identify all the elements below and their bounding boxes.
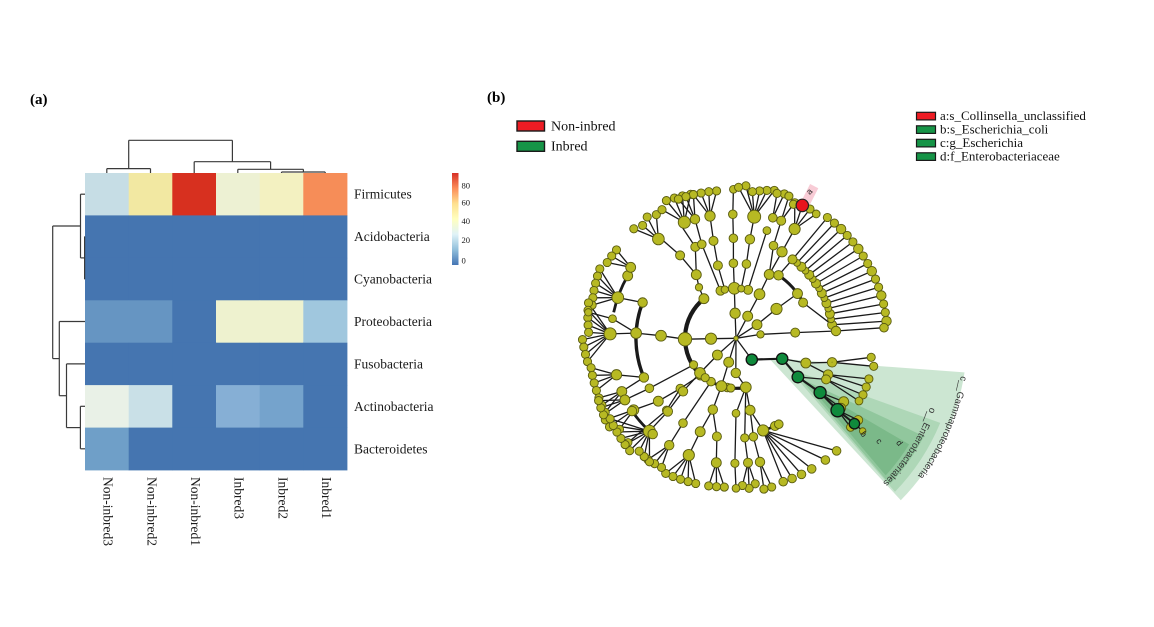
- svg-text:b: b: [858, 429, 869, 439]
- svg-text:Actinobacteria: Actinobacteria: [354, 399, 433, 414]
- svg-text:0: 0: [462, 256, 466, 266]
- svg-text:d:f_Enterobacteriaceae: d:f_Enterobacteriaceae: [940, 149, 1060, 164]
- svg-text:Fusobacteria: Fusobacteria: [354, 356, 423, 371]
- svg-text:c:g_Escherichia: c:g_Escherichia: [940, 135, 1023, 150]
- svg-text:Inbred2: Inbred2: [275, 477, 290, 519]
- svg-text:Cyanobacteria: Cyanobacteria: [354, 272, 432, 287]
- svg-text:Non-inbred3: Non-inbred3: [101, 477, 116, 546]
- svg-text:Acidobacteria: Acidobacteria: [354, 229, 430, 244]
- svg-text:(b): (b): [487, 90, 505, 106]
- svg-text:Bacteroidetes: Bacteroidetes: [354, 441, 427, 456]
- svg-text:Inbred: Inbred: [551, 140, 588, 155]
- svg-text:d: d: [894, 438, 905, 448]
- svg-text:Inbred3: Inbred3: [232, 477, 247, 519]
- svg-text:Non-inbred1: Non-inbred1: [188, 477, 203, 546]
- svg-text:c: c: [874, 436, 885, 446]
- svg-text:20: 20: [462, 235, 471, 245]
- svg-text:Inbred1: Inbred1: [319, 477, 334, 519]
- svg-text:60: 60: [462, 198, 471, 208]
- svg-text:Firmicutes: Firmicutes: [354, 187, 412, 202]
- svg-text:Proteobacteria: Proteobacteria: [354, 314, 432, 329]
- svg-text:(a): (a): [30, 92, 48, 108]
- svg-text:b:s_Escherichia_coli: b:s_Escherichia_coli: [940, 122, 1049, 137]
- svg-text:Non-inbred: Non-inbred: [551, 120, 616, 135]
- svg-text:a:s_Collinsella_unclassified: a:s_Collinsella_unclassified: [940, 108, 1086, 123]
- svg-text:Non-inbred2: Non-inbred2: [144, 477, 159, 546]
- svg-text:a: a: [804, 186, 815, 197]
- svg-text:80: 80: [462, 181, 471, 191]
- svg-text:40: 40: [462, 216, 471, 226]
